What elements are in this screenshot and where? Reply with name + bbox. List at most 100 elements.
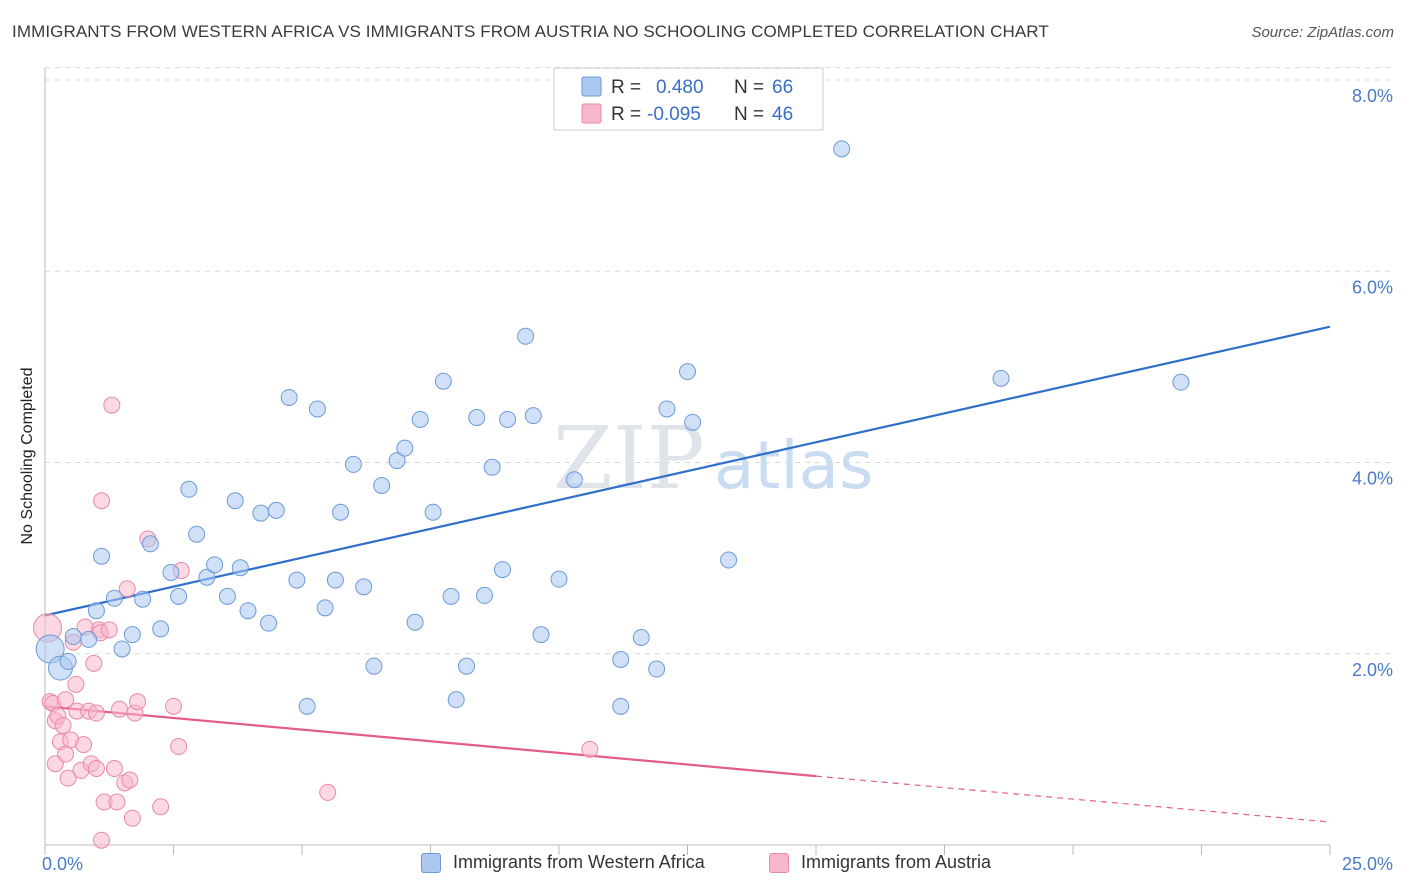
point-western-africa	[64, 628, 82, 646]
chart-source: Source: ZipAtlas.com	[1251, 24, 1394, 41]
point-western-africa	[483, 458, 501, 476]
point-western-africa	[198, 568, 216, 586]
point-western-africa	[468, 409, 486, 427]
point-austria	[581, 740, 599, 758]
point-western-africa	[424, 503, 442, 521]
y-axis-label: No Schooling Completed	[19, 367, 36, 545]
point-austria	[87, 760, 105, 777]
point-austria	[100, 621, 118, 639]
point-western-africa	[123, 626, 141, 644]
point-western-africa	[206, 556, 224, 574]
legend-swatch-austria	[769, 852, 789, 873]
point-austria	[87, 704, 105, 722]
point-western-africa	[180, 480, 198, 498]
point-western-africa	[406, 613, 424, 631]
y-tick-labels: 2.0% 4.0% 6.0% 8.0%	[1352, 86, 1393, 680]
point-western-africa	[239, 602, 257, 620]
point-western-africa	[93, 547, 111, 565]
point-western-africa	[396, 439, 414, 457]
bottom-legend: Immigrants from Western Africa Immigrant…	[0, 852, 1406, 878]
point-western-africa	[141, 535, 159, 553]
point-austria	[93, 831, 111, 849]
point-western-africa	[113, 640, 131, 658]
point-austria	[105, 760, 123, 777]
point-western-africa	[326, 571, 344, 589]
point-western-africa	[493, 561, 511, 579]
point-western-africa	[308, 400, 326, 418]
point-western-africa	[833, 140, 851, 158]
point-austria	[59, 769, 77, 787]
legend-label-western-africa: Immigrants from Western Africa	[453, 852, 705, 872]
watermark-atlas: atlas	[714, 427, 874, 504]
legend-item-western-africa: Immigrants from Western Africa	[421, 852, 705, 873]
point-austria	[111, 700, 129, 718]
point-western-africa	[442, 587, 460, 605]
watermark-zip: ZIP	[553, 409, 705, 509]
point-western-africa	[231, 559, 249, 577]
point-austria	[54, 716, 72, 734]
point-western-africa	[226, 492, 244, 510]
legend-n-value-2: 46	[772, 104, 793, 125]
point-western-africa	[87, 602, 105, 620]
point-western-africa	[373, 476, 391, 494]
point-western-africa	[612, 650, 630, 668]
point-western-africa	[332, 503, 350, 521]
point-western-africa	[992, 369, 1010, 387]
point-western-africa	[457, 657, 475, 675]
point-western-africa	[524, 407, 542, 425]
point-western-africa	[434, 372, 452, 390]
trendline-austria	[44, 705, 817, 778]
watermark: ZIP atlas	[553, 409, 874, 509]
point-western-africa	[260, 614, 278, 632]
point-austria	[152, 798, 170, 816]
point-western-africa	[684, 413, 702, 431]
x-tick-label-start: 0.0%	[42, 854, 83, 874]
point-western-africa	[134, 590, 152, 608]
point-western-africa	[1172, 373, 1190, 391]
legend-n-label-2: N =	[734, 104, 764, 125]
point-austria	[93, 492, 111, 510]
point-western-africa	[388, 452, 406, 470]
stats-legend: R = 0.480 N = 66 R = -0.095 N = 46	[553, 67, 824, 131]
legend-swatch-pink	[581, 103, 602, 124]
point-western-africa	[355, 578, 373, 596]
point-western-africa	[105, 589, 123, 607]
point-western-africa	[316, 599, 334, 617]
trendline-western-africa	[44, 325, 1331, 617]
point-austria	[103, 396, 121, 414]
point-western-africa	[517, 327, 535, 345]
point-western-africa	[612, 697, 630, 715]
y-tick-label: 4.0%	[1352, 469, 1393, 489]
legend-r-value-1: 0.480	[656, 77, 704, 98]
legend-swatch-blue	[581, 76, 602, 97]
point-western-africa	[499, 410, 517, 428]
legend-n-value-1: 66	[772, 77, 793, 98]
point-western-africa	[218, 587, 236, 605]
point-austria	[121, 771, 139, 789]
points-layer	[33, 140, 1190, 849]
point-western-africa	[298, 697, 316, 715]
point-austria	[75, 736, 93, 754]
point-western-africa	[565, 471, 583, 489]
point-austria	[57, 691, 75, 709]
point-western-africa	[288, 571, 306, 589]
point-austria	[170, 738, 188, 756]
y-tick-label: 6.0%	[1352, 277, 1393, 297]
point-western-africa	[162, 563, 180, 581]
axes-layer	[44, 68, 1331, 855]
point-austria	[108, 793, 126, 811]
point-austria	[85, 654, 103, 672]
point-austria	[165, 697, 182, 715]
legend-r-label-2: R =	[611, 104, 641, 125]
point-western-africa	[267, 501, 285, 519]
point-western-africa	[475, 586, 493, 604]
point-western-africa	[365, 657, 383, 675]
point-western-africa	[648, 660, 666, 678]
point-austria	[118, 580, 136, 598]
point-western-africa	[532, 626, 550, 644]
legend-item-austria: Immigrants from Austria	[769, 852, 991, 873]
point-austria	[67, 675, 85, 693]
legend-r-value-2: -0.095	[647, 104, 701, 125]
point-western-africa	[59, 652, 77, 670]
point-western-africa	[252, 504, 270, 522]
